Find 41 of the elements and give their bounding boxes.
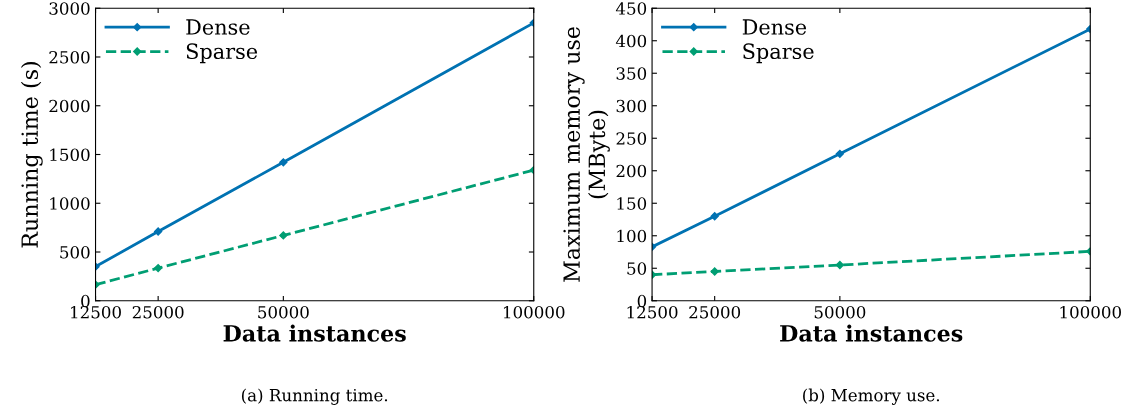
y-tick-label: 250 — [616, 132, 647, 145]
x-tick-label: 50000 — [258, 305, 309, 319]
point — [154, 227, 163, 236]
y-tick-label: 300 — [616, 99, 647, 113]
x-tick-label: 100000 — [503, 305, 565, 319]
y-axis-title: Running time (s) — [20, 62, 43, 248]
y-tick-label: 0 — [637, 294, 647, 308]
y-tick-label: 200 — [616, 164, 647, 178]
x-tick-label: 25000 — [689, 305, 741, 319]
point — [279, 231, 288, 240]
x-axis-title: Data instances — [780, 324, 963, 342]
y-tick-label: 400 — [615, 34, 647, 48]
y-tick-label: 450 — [615, 2, 647, 15]
x-tick-label: 12500 — [71, 305, 121, 319]
point — [154, 263, 163, 273]
y-tick-label: 150 — [617, 197, 647, 210]
legend-label: Sparse — [186, 43, 258, 64]
point — [710, 267, 719, 276]
y-tick-label: 1500 — [50, 148, 90, 162]
y-tick-label: 500 — [60, 245, 90, 259]
x-tick-label: 25000 — [132, 305, 184, 319]
x-tick-label: 12500 — [627, 305, 678, 319]
y-tick-label: 1000 — [50, 197, 90, 210]
y-tick-label: 350 — [616, 67, 647, 80]
x-tick-label: 50000 — [814, 305, 866, 319]
point — [279, 158, 288, 167]
x-tick-label: 100000 — [1060, 305, 1121, 319]
legend-label: Dense — [742, 19, 807, 35]
y-tick-label: 0 — [81, 294, 90, 308]
y-tick-label: 50 — [627, 262, 647, 275]
text: (a) Running time. — [241, 388, 388, 405]
text: (b) Memory use. — [803, 388, 940, 405]
y-axis-title: Maximum memory use (MByte) — [563, 27, 610, 282]
legend-label: Dense — [186, 19, 250, 35]
point — [710, 212, 719, 221]
y-tick-label: 2000 — [49, 99, 90, 113]
y-tick-label: 2500 — [49, 50, 90, 64]
y-tick-label: 100 — [617, 229, 647, 243]
legend-label: Sparse — [743, 43, 814, 64]
x-axis-title: Data instances — [223, 324, 406, 342]
y-tick-label: 3000 — [49, 2, 90, 15]
